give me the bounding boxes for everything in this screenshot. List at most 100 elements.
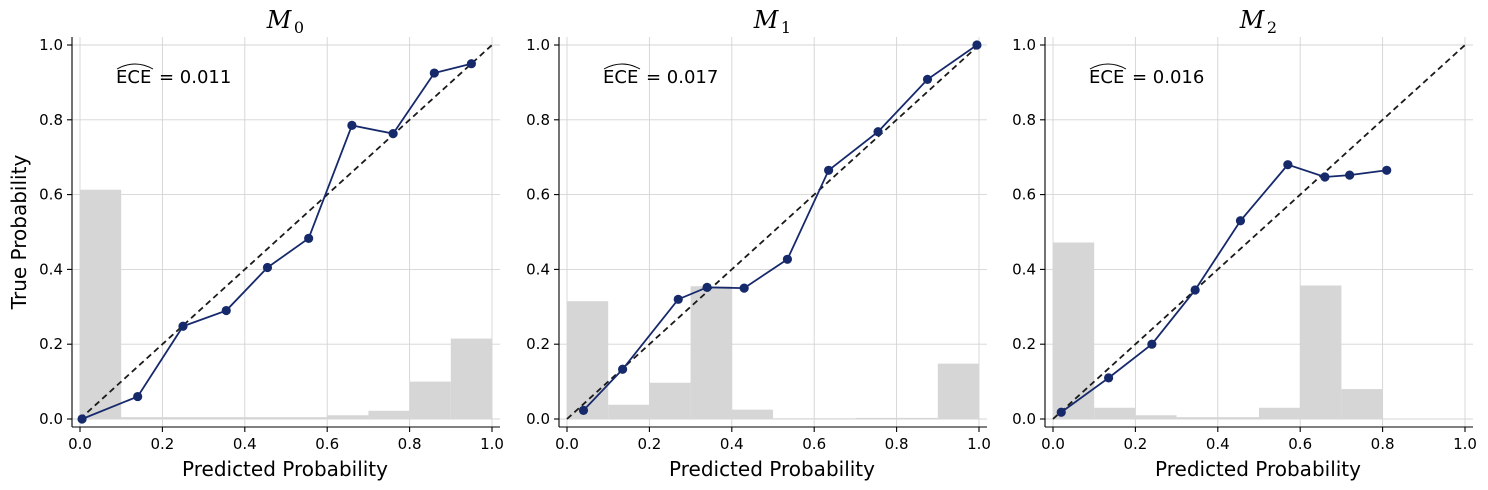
ece-hat — [603, 63, 641, 70]
x-tick-label: 1.0 — [480, 435, 504, 453]
histogram-bar — [1300, 285, 1342, 419]
x-tick-label: 0.4 — [1206, 435, 1230, 453]
calibration-curve — [582, 44, 978, 412]
y-axis-label: True Probability — [7, 155, 31, 311]
histogram-bar — [1176, 417, 1218, 419]
histogram-bar — [162, 417, 204, 419]
calibration-point — [178, 321, 188, 331]
histogram-bar — [368, 410, 410, 419]
histogram-bar — [286, 417, 328, 419]
x-tick-label: 0.2 — [637, 435, 661, 453]
histogram-bar — [244, 417, 286, 419]
x-tick-label: 0.6 — [315, 435, 339, 453]
histogram-bar — [896, 417, 938, 419]
ece-hat — [116, 63, 154, 70]
y-tick-label: 0.8 — [1012, 111, 1036, 129]
calibration-point — [824, 165, 834, 175]
histogram-bar — [121, 417, 163, 419]
calibration-point — [673, 294, 683, 304]
panel-title: M — [1239, 6, 1266, 34]
panel-title: M — [753, 6, 780, 34]
y-tick-label: 0.0 — [39, 410, 63, 428]
histogram-bar — [450, 338, 492, 419]
panel-title: M — [266, 6, 293, 34]
perfect-calibration-line — [79, 44, 493, 420]
x-tick-label: 0.2 — [150, 435, 174, 453]
panel-title-subscript: 2 — [1267, 18, 1277, 37]
calibration-point — [262, 262, 273, 273]
y-tick-label: 0.6 — [39, 186, 63, 204]
calibration-point — [1320, 172, 1330, 182]
panel-title-subscript: 1 — [781, 18, 791, 37]
histogram-bar — [1135, 415, 1177, 419]
histogram-bar — [814, 418, 856, 419]
calibration-point — [1283, 160, 1293, 170]
ece-label: ECE — [603, 67, 638, 88]
chart-panel-2: 0.0 0.0 0.2 0.2 0.4 0.4 0.6 0.6 0.8 0.8 1.0 1.0 Pred… — [1012, 6, 1477, 481]
calibration-point — [304, 233, 314, 243]
calibration-point — [133, 391, 143, 402]
y-tick-label: 0.8 — [39, 111, 63, 129]
x-tick-label: 0.2 — [1123, 435, 1147, 453]
calibration-point — [782, 254, 793, 264]
calibration-point — [1056, 407, 1066, 417]
calibration-point — [972, 40, 982, 50]
ece-label: ECE — [116, 67, 151, 88]
calibration-point — [1104, 373, 1114, 383]
ece-value: = 0.016 — [1132, 67, 1204, 88]
calibration-curve — [81, 62, 472, 420]
x-tick-label: 0.6 — [1288, 435, 1312, 453]
calibration-point — [221, 305, 231, 316]
y-tick-label: 0.4 — [1012, 260, 1036, 278]
y-tick-label: 1.0 — [39, 36, 63, 54]
calibration-point — [1235, 216, 1246, 226]
x-tick-label: 0.8 — [398, 435, 422, 453]
x-tick-label: 0.8 — [885, 435, 909, 453]
x-tick-label: 0.8 — [1371, 435, 1395, 453]
calibration-point — [1345, 170, 1355, 180]
x-axis-label: Predicted Probability — [182, 457, 388, 481]
x-tick-label: 0.4 — [233, 435, 257, 453]
panel-title-subscript: 0 — [294, 18, 304, 37]
y-tick-label: 1.0 — [526, 36, 550, 54]
histogram-bar — [773, 418, 815, 419]
histogram-bar — [1053, 242, 1095, 419]
chart-panel-1: 0.0 0.0 0.2 0.2 0.4 0.4 0.6 0.6 0.8 0.8 1.0 1.0 Pred… — [526, 6, 991, 481]
histogram-bar — [1259, 407, 1301, 419]
histogram-bar — [327, 415, 369, 419]
x-tick-label: 1.0 — [1453, 435, 1477, 453]
x-tick-label: 0.4 — [720, 435, 744, 453]
y-tick-label: 0.8 — [526, 111, 550, 129]
ece-hat — [1089, 63, 1127, 70]
histogram-bar — [1094, 407, 1136, 419]
y-tick-label: 0.4 — [526, 260, 550, 278]
x-axis-label: Predicted Probability — [669, 457, 875, 481]
ece-label: ECE — [1089, 67, 1124, 88]
calibration-point — [873, 127, 883, 137]
histogram-bar — [203, 417, 245, 419]
calibration-point — [466, 59, 476, 69]
calibration-point — [388, 129, 398, 139]
histogram-bar — [409, 381, 451, 419]
histogram-bar — [937, 363, 979, 419]
y-tick-label: 0.6 — [1012, 186, 1036, 204]
y-tick-label: 0.6 — [526, 186, 550, 204]
perfect-calibration-line — [1052, 44, 1466, 420]
calibration-point — [347, 120, 357, 131]
histogram-bar — [567, 301, 609, 419]
calibration-point — [1382, 165, 1392, 175]
x-tick-label: 0.6 — [802, 435, 826, 453]
y-tick-label: 0.0 — [526, 410, 550, 428]
x-tick-label: 0.0 — [68, 435, 92, 453]
y-tick-label: 0.2 — [1012, 335, 1036, 353]
calibration-point — [922, 74, 933, 85]
ece-value: = 0.017 — [646, 67, 718, 88]
calibration-point — [578, 405, 589, 415]
perfect-calibration-line — [566, 44, 980, 420]
calibration-point — [702, 282, 712, 292]
histogram-bar — [731, 409, 773, 419]
calibration-point — [429, 68, 439, 78]
calibration-point — [618, 364, 628, 374]
ece-value: = 0.011 — [159, 67, 231, 88]
